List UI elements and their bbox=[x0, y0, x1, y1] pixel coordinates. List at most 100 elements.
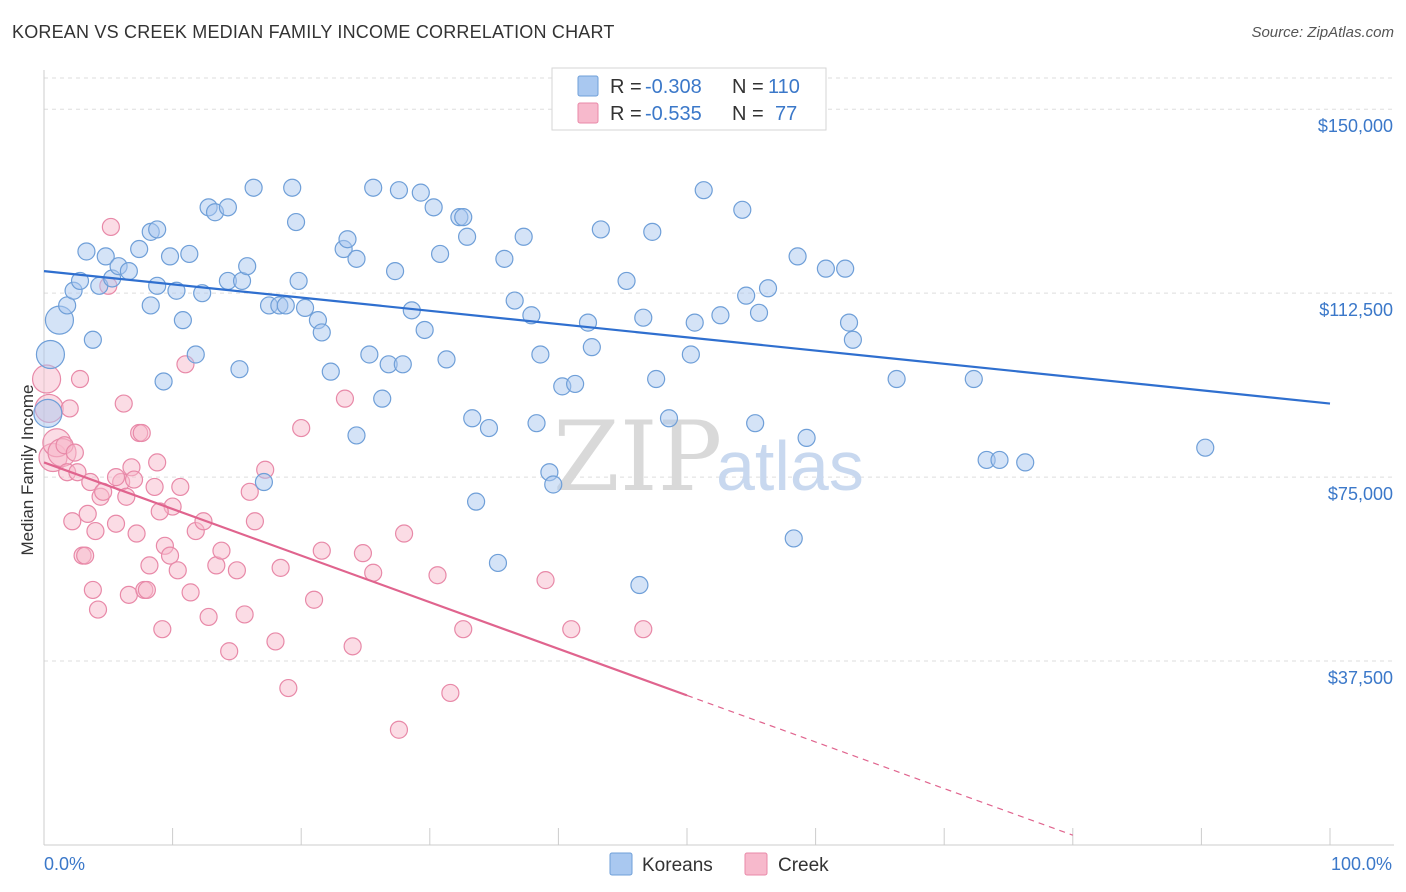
y-tick-label-1: $75,000 bbox=[1328, 484, 1393, 504]
koreans-point bbox=[630, 575, 649, 595]
creek-point bbox=[127, 524, 146, 543]
legend-n-value-creek: 77 bbox=[775, 103, 797, 125]
creek-point bbox=[101, 217, 120, 237]
legend-r-value-koreans: -0.308 bbox=[645, 76, 702, 98]
koreans-point bbox=[83, 330, 102, 349]
creek-trend-line bbox=[43, 461, 688, 697]
koreans-trend-line bbox=[43, 270, 1331, 405]
creek-point bbox=[227, 561, 246, 580]
koreans-point bbox=[411, 183, 430, 202]
y-axis-label: Median Family Income bbox=[18, 384, 37, 555]
creek-point bbox=[106, 514, 126, 533]
creek-point bbox=[168, 561, 187, 580]
creek-point bbox=[114, 394, 133, 413]
koreans-point bbox=[839, 313, 859, 332]
koreans-point bbox=[244, 178, 263, 197]
koreans-point bbox=[347, 426, 366, 445]
y-tick-labels: $37,500 $75,000 $112,500 $150,000 bbox=[1318, 116, 1393, 688]
watermark: ZIP atlas bbox=[553, 401, 864, 513]
creek-point bbox=[394, 524, 414, 543]
koreans-point bbox=[582, 338, 601, 357]
y-tick-label-0: $37,500 bbox=[1328, 668, 1393, 688]
creek-point bbox=[70, 369, 90, 389]
koreans-point bbox=[389, 181, 409, 200]
koreans-point bbox=[711, 306, 730, 325]
koreans-point bbox=[338, 230, 357, 249]
koreans-point bbox=[295, 298, 315, 317]
creek-point bbox=[353, 544, 373, 563]
koreans-point bbox=[321, 362, 340, 381]
creek-point bbox=[150, 502, 169, 521]
creek-point bbox=[76, 546, 95, 565]
creek-point bbox=[86, 521, 105, 541]
creek-point bbox=[171, 477, 190, 497]
koreans-point bbox=[96, 247, 115, 266]
koreans-point bbox=[479, 418, 499, 438]
watermark-zip: ZIP bbox=[553, 401, 722, 513]
koreans-point bbox=[788, 247, 807, 266]
bottom-legend-swatch-koreans bbox=[609, 852, 633, 876]
koreans-point bbox=[749, 303, 769, 322]
creek-point bbox=[343, 637, 362, 656]
koreans-point bbox=[797, 428, 816, 447]
koreans-point bbox=[148, 276, 167, 295]
creek-point bbox=[212, 541, 231, 560]
koreans-point bbox=[566, 374, 585, 394]
x-tick-marks bbox=[43, 828, 1331, 845]
koreans-point bbox=[1196, 438, 1215, 457]
koreans-point bbox=[634, 308, 653, 327]
koreans-point bbox=[430, 244, 450, 264]
bottom-legend-label-creek: Creek bbox=[778, 855, 829, 876]
koreans-point bbox=[415, 320, 434, 340]
koreans-point bbox=[312, 323, 331, 342]
koreans-point bbox=[283, 178, 302, 197]
creek-point bbox=[31, 364, 62, 394]
creek-trend-extension bbox=[686, 694, 1074, 836]
legend-swatch-koreans bbox=[577, 75, 599, 97]
creek-point bbox=[199, 607, 218, 627]
koreans-point bbox=[466, 492, 486, 511]
creek-point bbox=[63, 512, 82, 531]
creek-point bbox=[78, 504, 97, 524]
koreans-point bbox=[685, 313, 704, 332]
koreans-point bbox=[289, 271, 308, 291]
koreans-point bbox=[531, 345, 550, 364]
y-tick-label-3: $150,000 bbox=[1318, 116, 1393, 136]
koreans-point bbox=[457, 227, 477, 246]
legend-box: R = -0.308 N = 110 R = -0.535 N = 77 bbox=[551, 67, 827, 131]
chart-title: KOREAN VS CREEK MEDIAN FAMILY INCOME COR… bbox=[12, 22, 615, 42]
creek-point bbox=[132, 423, 151, 443]
koreans-point bbox=[617, 271, 636, 291]
koreans-point bbox=[385, 262, 405, 281]
koreans-point bbox=[1016, 453, 1035, 472]
koreans-point bbox=[733, 200, 752, 219]
koreans-point bbox=[393, 355, 412, 374]
koreans-point bbox=[218, 198, 237, 217]
koreans-point bbox=[454, 208, 473, 227]
koreans-point bbox=[591, 220, 610, 239]
koreans-point bbox=[495, 249, 514, 268]
creek-point bbox=[271, 558, 290, 577]
koreans-point bbox=[522, 306, 541, 325]
legend-r-label-koreans: R = bbox=[610, 76, 642, 98]
creek-point bbox=[312, 541, 331, 560]
source-credit: Source: ZipAtlas.com bbox=[1251, 24, 1394, 41]
creek-point bbox=[235, 605, 254, 624]
koreans-point bbox=[360, 345, 379, 364]
y-tick-label-2: $112,500 bbox=[1319, 300, 1393, 320]
legend-r-value-creek: -0.535 bbox=[645, 103, 702, 125]
koreans-point bbox=[238, 257, 257, 276]
creek-point bbox=[88, 600, 108, 619]
creek-point bbox=[160, 546, 180, 565]
koreans-point bbox=[130, 239, 149, 259]
koreans-point bbox=[758, 279, 778, 298]
koreans-point bbox=[148, 220, 167, 239]
koreans-point bbox=[373, 389, 392, 408]
koreans-point bbox=[276, 296, 295, 315]
creek-point bbox=[245, 512, 265, 531]
koreans-point bbox=[35, 339, 66, 370]
creek-point bbox=[117, 487, 136, 506]
koreans-point bbox=[347, 249, 366, 268]
legend-swatch-creek bbox=[577, 102, 599, 124]
